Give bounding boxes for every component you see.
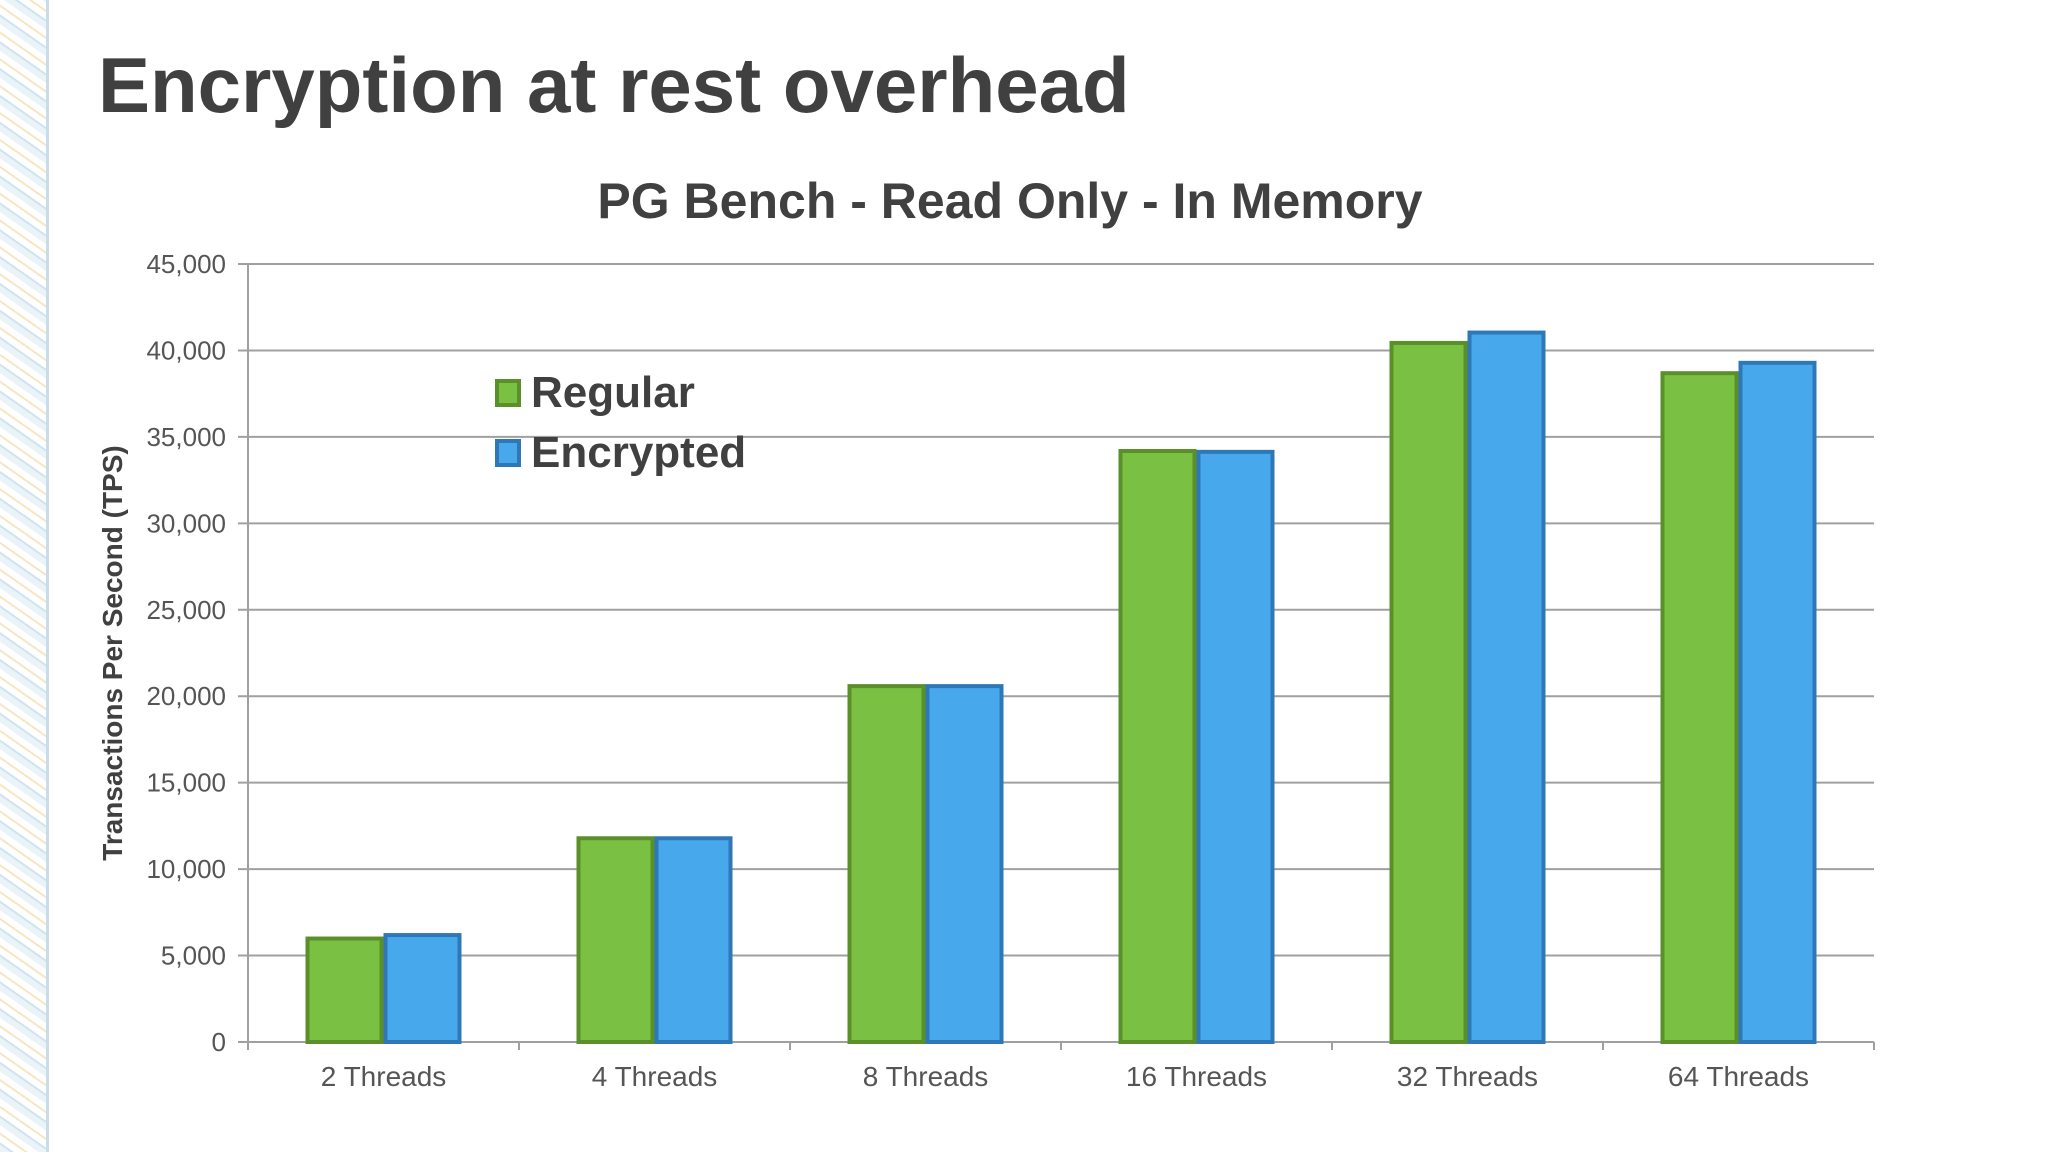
bar-encrypted: [1196, 449, 1275, 1045]
y-tick-label: 15,000: [146, 768, 226, 798]
y-tick-label: 35,000: [146, 422, 226, 452]
bar-encrypted: [383, 933, 462, 1045]
x-tick-label: 2 Threads: [321, 1061, 447, 1092]
x-tick-label: 8 Threads: [863, 1061, 989, 1092]
y-tick-label: 5,000: [161, 941, 226, 971]
decorative-side-pattern: [0, 0, 49, 1152]
bar-regular: [305, 936, 384, 1044]
y-axis-label: Transactions Per Second (TPS): [97, 445, 128, 860]
y-tick-label: 0: [212, 1027, 226, 1057]
bar-encrypted: [654, 836, 733, 1044]
bar-regular: [1660, 371, 1739, 1044]
x-tick-label: 32 Threads: [1397, 1061, 1538, 1092]
legend-label-encrypted: Encrypted: [531, 428, 746, 477]
chart-title: PG Bench - Read Only - In Memory: [597, 173, 1422, 229]
bar-regular: [847, 684, 926, 1044]
bar-encrypted: [1738, 360, 1817, 1045]
y-tick-label: 10,000: [146, 854, 226, 884]
y-tick-label: 40,000: [146, 335, 226, 365]
x-tick-label: 64 Threads: [1668, 1061, 1809, 1092]
y-tick-label: 25,000: [146, 595, 226, 625]
slide-title: Encryption at rest overhead: [98, 41, 1130, 129]
bar-regular: [576, 836, 655, 1044]
y-tick-label: 30,000: [146, 508, 226, 538]
bar-regular: [1389, 340, 1468, 1044]
y-tick-label: 20,000: [146, 681, 226, 711]
legend-swatch-encrypted: [495, 439, 521, 467]
bar-regular: [1118, 448, 1197, 1045]
x-tick-label: 16 Threads: [1126, 1061, 1267, 1092]
bar-encrypted: [1467, 330, 1546, 1045]
bar-encrypted: [925, 684, 1004, 1044]
legend-label-regular: Regular: [531, 368, 695, 417]
legend-swatch-regular: [495, 379, 521, 407]
y-tick-label: 45,000: [146, 249, 226, 279]
x-tick-label: 4 Threads: [592, 1061, 718, 1092]
